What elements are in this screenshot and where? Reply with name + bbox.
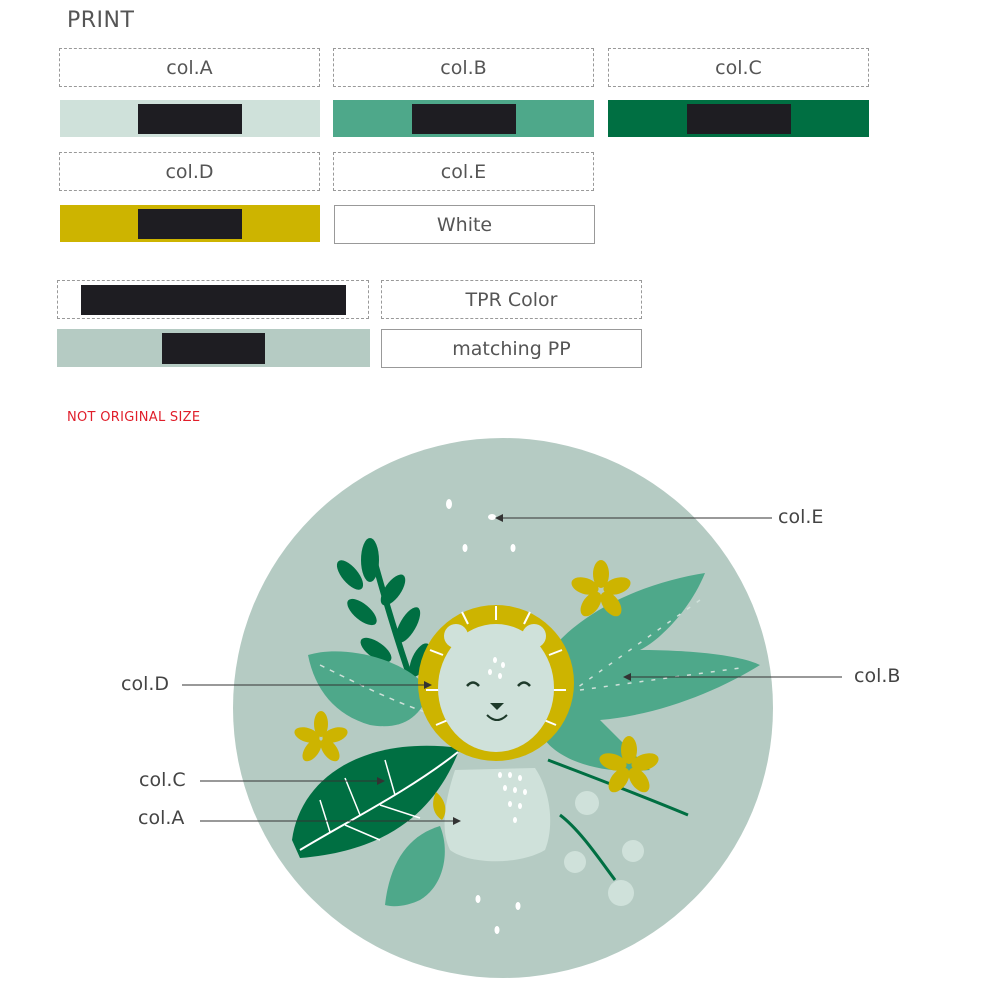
swatch-col-e: White — [334, 205, 595, 244]
callout-col-e: col.E — [778, 506, 824, 528]
swatch-tpr — [57, 329, 370, 367]
white-dots — [446, 499, 521, 934]
size-notice: NOT ORIGINAL SIZE — [67, 410, 201, 425]
flower-bud — [433, 792, 446, 820]
label-col-c: col.C — [608, 48, 869, 87]
body-dots — [498, 772, 527, 823]
redaction-block — [80, 284, 346, 315]
redaction-block — [686, 103, 791, 134]
leaf-icon — [292, 745, 460, 858]
swatch-col-d — [60, 205, 320, 242]
swatch-col-c — [608, 100, 869, 137]
label-col-b: col.B — [333, 48, 594, 87]
callout-col-d: col.D — [121, 673, 170, 695]
callout-col-b: col.B — [854, 665, 901, 687]
leaf-icon — [385, 826, 445, 907]
leaf-icon — [308, 651, 430, 727]
redaction-block — [138, 208, 242, 239]
label-col-a: col.A — [59, 48, 320, 87]
label-col-d: col.D — [59, 152, 320, 191]
label-col-e: col.E — [333, 152, 594, 191]
flower-icon — [294, 560, 659, 793]
callout-lines — [182, 514, 842, 825]
callout-col-a: col.A — [138, 807, 185, 829]
matching-pp-label: matching PP — [381, 329, 642, 368]
tpr-name-box — [57, 280, 369, 319]
swatch-col-b — [333, 100, 594, 137]
tpr-color-label: TPR Color — [381, 280, 642, 319]
swatch-col-a — [60, 100, 320, 137]
leaf-icon — [545, 573, 760, 771]
page-title: PRINT — [67, 8, 135, 33]
redaction-block — [162, 332, 265, 364]
lion-body — [444, 768, 551, 862]
lion-face-icon — [418, 605, 574, 761]
redaction-block — [138, 103, 242, 134]
callout-col-c: col.C — [139, 769, 186, 791]
redaction-block — [411, 103, 516, 134]
